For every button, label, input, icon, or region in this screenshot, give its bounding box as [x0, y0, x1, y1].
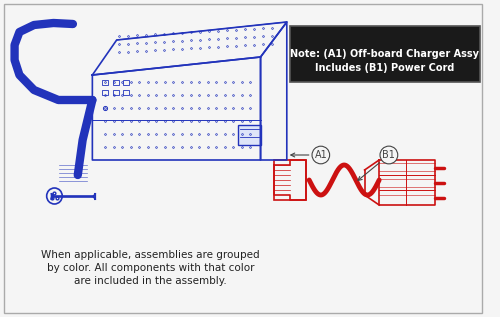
Text: A1: A1 [291, 150, 327, 160]
FancyBboxPatch shape [52, 193, 96, 200]
FancyBboxPatch shape [4, 4, 482, 313]
FancyBboxPatch shape [290, 26, 480, 82]
Bar [124, 89, 130, 94]
FancyBboxPatch shape [238, 125, 260, 145]
Bar [124, 80, 130, 85]
Bar [102, 89, 108, 94]
Bar [113, 80, 118, 85]
Text: Note: (A1) Off-board Charger Assy: Note: (A1) Off-board Charger Assy [290, 49, 480, 59]
Text: B1: B1 [358, 150, 396, 180]
Text: When applicable, assemblies are grouped: When applicable, assemblies are grouped [42, 250, 260, 260]
Text: are included in the assembly.: are included in the assembly. [74, 276, 227, 286]
Bar [102, 80, 108, 85]
Text: by color. All components with that color: by color. All components with that color [47, 263, 255, 273]
Bar [113, 89, 118, 94]
Text: Includes (B1) Power Cord: Includes (B1) Power Cord [316, 63, 454, 73]
